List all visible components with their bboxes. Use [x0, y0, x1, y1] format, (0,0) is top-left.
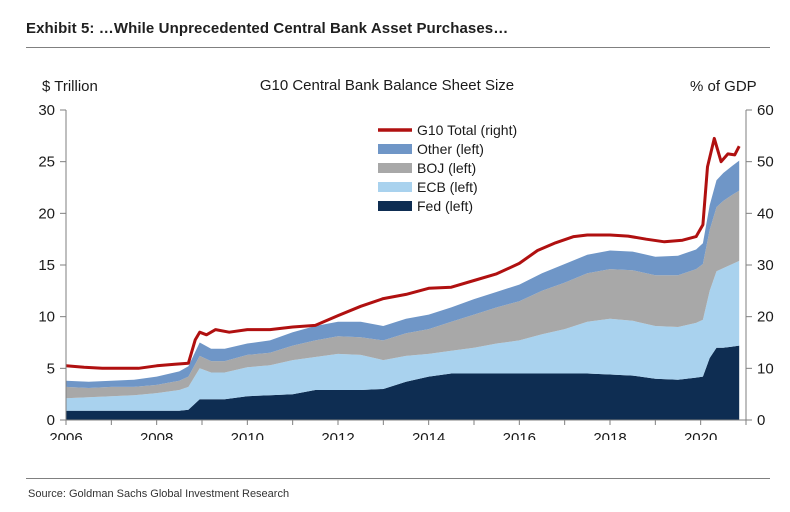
x-tick-label: 2010	[231, 430, 264, 440]
x-tick-label: 2008	[140, 430, 173, 440]
right-tick-label: 60	[757, 102, 774, 119]
line-g10-total	[65, 136, 741, 370]
stacked-areas	[66, 160, 740, 420]
x-tick-label: 2016	[503, 430, 536, 440]
left-tick-label: 25	[38, 154, 55, 171]
legend-label-g10-total: G10 Total (right)	[417, 122, 517, 138]
legend-swatch-boj	[378, 163, 412, 173]
exhibit-title: Exhibit 5: …While Unprecedented Central …	[26, 20, 509, 37]
x-tick-label: 2018	[593, 430, 626, 440]
right-tick-label: 10	[757, 360, 774, 377]
x-tick-label: 2020	[684, 430, 717, 440]
legend-swatch-fed	[378, 201, 412, 211]
legend-swatch-ecb	[378, 182, 412, 192]
left-tick-label: 15	[38, 257, 55, 274]
left-axis-label: $ Trillion	[42, 78, 98, 95]
legend-label-ecb: ECB (left)	[417, 179, 478, 195]
legend-label-boj: BOJ (left)	[417, 160, 476, 176]
top-rule	[26, 47, 770, 48]
left-tick-label: 10	[38, 309, 55, 326]
left-axis-ticks: 0 5 10 15 20 25 30	[38, 102, 66, 429]
balance-sheet-chart: G10 Central Bank Balance Sheet Size $ Tr…	[38, 77, 774, 440]
right-tick-label: 50	[757, 154, 774, 171]
right-tick-label: 30	[757, 257, 774, 274]
x-tick-label: 2006	[49, 430, 82, 440]
legend-swatch-other	[378, 144, 412, 154]
chart-title: G10 Central Bank Balance Sheet Size	[260, 77, 514, 94]
left-tick-label: 0	[47, 412, 55, 429]
x-tick-label: 2012	[321, 430, 354, 440]
legend-label-other: Other (left)	[417, 141, 484, 157]
total-line	[65, 136, 741, 370]
area-boj	[66, 190, 740, 399]
right-axis-ticks: 0 10 20 30 40 50 60	[746, 102, 774, 429]
source-note: Source: Goldman Sachs Global Investment …	[28, 488, 290, 500]
x-tick-label: 2014	[412, 430, 445, 440]
right-axis-label: % of GDP	[690, 78, 757, 95]
legend: G10 Total (right) Other (left) BOJ (left…	[378, 122, 517, 214]
right-tick-label: 40	[757, 205, 774, 222]
right-tick-label: 0	[757, 412, 765, 429]
right-tick-label: 20	[757, 309, 774, 326]
x-axis-ticks: 2006 2008 2010 2012 2014 2016 2018 2020	[49, 420, 747, 440]
area-ecb	[66, 260, 740, 411]
legend-label-fed: Fed (left)	[417, 198, 473, 214]
left-tick-label: 30	[38, 102, 55, 119]
left-tick-label: 5	[47, 360, 55, 377]
bottom-rule	[26, 478, 770, 479]
area-fed	[66, 345, 740, 420]
left-tick-label: 20	[38, 205, 55, 222]
